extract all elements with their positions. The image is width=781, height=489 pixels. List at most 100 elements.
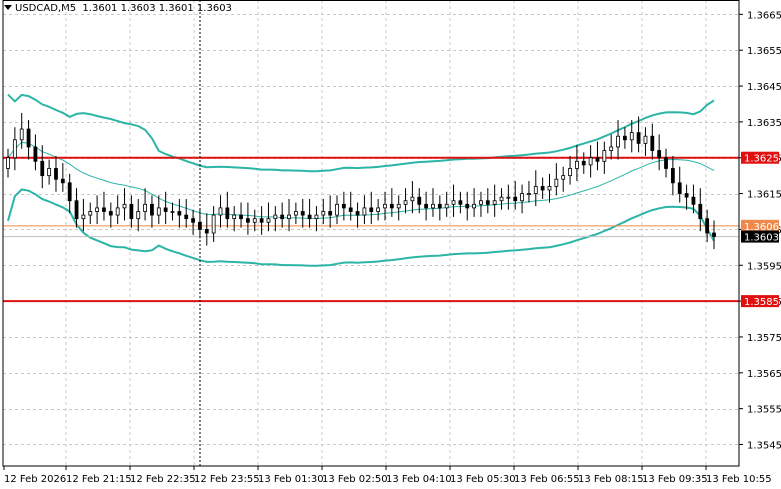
candle-body bbox=[177, 211, 182, 216]
time-tick-label: 13 Feb 01:30 bbox=[258, 474, 324, 485]
candle-body bbox=[218, 207, 223, 216]
horizontal-levels bbox=[3, 156, 739, 303]
candle-body bbox=[520, 193, 524, 202]
level-price-tag-label: 1.3625 bbox=[744, 154, 779, 165]
price-tick-label: 1.3665 bbox=[747, 10, 781, 21]
time-tick-label: 12 Feb 2026 bbox=[4, 474, 66, 485]
candle-body bbox=[424, 203, 429, 209]
price-axis: 1.3545 1.3555 1.3565 1.3575 1.3585 1.3595 1.36… bbox=[738, 0, 781, 466]
candle-body bbox=[389, 203, 394, 209]
candle-body bbox=[40, 160, 45, 177]
time-tick-label: 12 Feb 22:35 bbox=[130, 474, 196, 485]
candle-body bbox=[307, 214, 312, 220]
time-tick-label: 13 Feb 06:55 bbox=[514, 474, 580, 485]
candle-body bbox=[437, 203, 442, 209]
candle-body bbox=[472, 203, 476, 209]
candle-body bbox=[348, 207, 353, 212]
candle-body bbox=[204, 229, 209, 234]
candle-body bbox=[12, 139, 17, 159]
level-price-tag bbox=[741, 151, 779, 164]
candle-body bbox=[239, 214, 243, 220]
level-price-tag bbox=[741, 219, 779, 232]
candle-body bbox=[684, 193, 689, 198]
price-tick-label: 1.3545 bbox=[747, 440, 781, 451]
candle-body bbox=[588, 157, 593, 166]
candle-body bbox=[246, 218, 250, 223]
candle-body bbox=[335, 203, 339, 216]
candle-body bbox=[369, 207, 374, 212]
candle-body bbox=[540, 185, 545, 191]
candle-body bbox=[60, 178, 65, 184]
candle-body bbox=[444, 203, 449, 209]
candle-body bbox=[211, 214, 216, 234]
candle-body bbox=[150, 203, 154, 216]
symbol-timeframe: USDCAD,M5 bbox=[15, 3, 77, 14]
candle-body bbox=[698, 203, 703, 220]
candle-body bbox=[273, 214, 278, 220]
last-price-tag-label: 1.3603 bbox=[744, 233, 779, 244]
candle-body bbox=[184, 214, 189, 220]
candle-body bbox=[259, 218, 264, 223]
candle-body bbox=[74, 200, 79, 220]
price-tick-label: 1.3555 bbox=[747, 405, 781, 416]
candle-body bbox=[431, 203, 435, 209]
candle-body bbox=[81, 214, 86, 220]
time-tick-label: 13 Feb 05:30 bbox=[450, 474, 516, 485]
grid bbox=[3, 0, 739, 466]
price-tick-label: 1.3635 bbox=[747, 118, 781, 129]
candle-body bbox=[280, 214, 285, 220]
price-tick-label: 1.3595 bbox=[747, 261, 781, 272]
candle-body bbox=[499, 196, 504, 202]
dropdown-triangle-icon[interactable] bbox=[4, 5, 12, 10]
time-tick-label: 13 Feb 02:50 bbox=[322, 474, 388, 485]
candle-body bbox=[410, 196, 415, 202]
candle-body bbox=[115, 207, 120, 216]
candle-body bbox=[705, 218, 710, 234]
candle-body bbox=[383, 203, 387, 209]
level-price-tag-label: 1.3606 bbox=[744, 222, 779, 233]
candle-body bbox=[554, 178, 559, 187]
candle-body bbox=[609, 146, 614, 151]
candle-body bbox=[650, 135, 655, 151]
price-tick-label: 1.3575 bbox=[747, 333, 781, 344]
time-tick-label: 12 Feb 23:55 bbox=[194, 474, 260, 485]
candle-body bbox=[691, 196, 696, 205]
last-price-tag bbox=[741, 230, 779, 243]
candle-body bbox=[163, 207, 168, 212]
price-tick-label: 1.3645 bbox=[747, 82, 781, 93]
candle-body bbox=[156, 207, 161, 216]
candle-body bbox=[191, 218, 195, 223]
candle-body bbox=[95, 207, 100, 212]
candle-body bbox=[547, 185, 552, 191]
candle-body bbox=[643, 135, 648, 144]
candle-body bbox=[712, 232, 716, 237]
candle-body bbox=[575, 160, 579, 169]
candle-body bbox=[170, 211, 175, 213]
candle-body bbox=[19, 128, 24, 141]
candle-body bbox=[300, 211, 305, 216]
price-tick-label: 1.3615 bbox=[747, 190, 781, 201]
candle-body bbox=[485, 200, 490, 205]
upper-band-line bbox=[7, 93, 715, 173]
candle-body bbox=[451, 200, 456, 205]
candle-body bbox=[657, 150, 662, 159]
level-price-tag bbox=[741, 295, 779, 308]
candle-body bbox=[677, 182, 682, 194]
level-price-tag-label: 1.3585 bbox=[744, 297, 779, 308]
bollinger-bands bbox=[7, 93, 715, 267]
candle-body bbox=[622, 135, 627, 141]
candle-body bbox=[33, 146, 38, 162]
chart-frame bbox=[2, 0, 740, 467]
candle-body bbox=[252, 218, 257, 223]
candles bbox=[6, 112, 716, 250]
candle-body bbox=[581, 160, 586, 166]
candle-body bbox=[595, 157, 600, 162]
candle-body bbox=[403, 200, 408, 205]
candle-body bbox=[527, 193, 531, 195]
candle-body bbox=[458, 200, 463, 205]
price-tick-label: 1.3655 bbox=[747, 46, 781, 57]
candle-body bbox=[568, 168, 572, 177]
